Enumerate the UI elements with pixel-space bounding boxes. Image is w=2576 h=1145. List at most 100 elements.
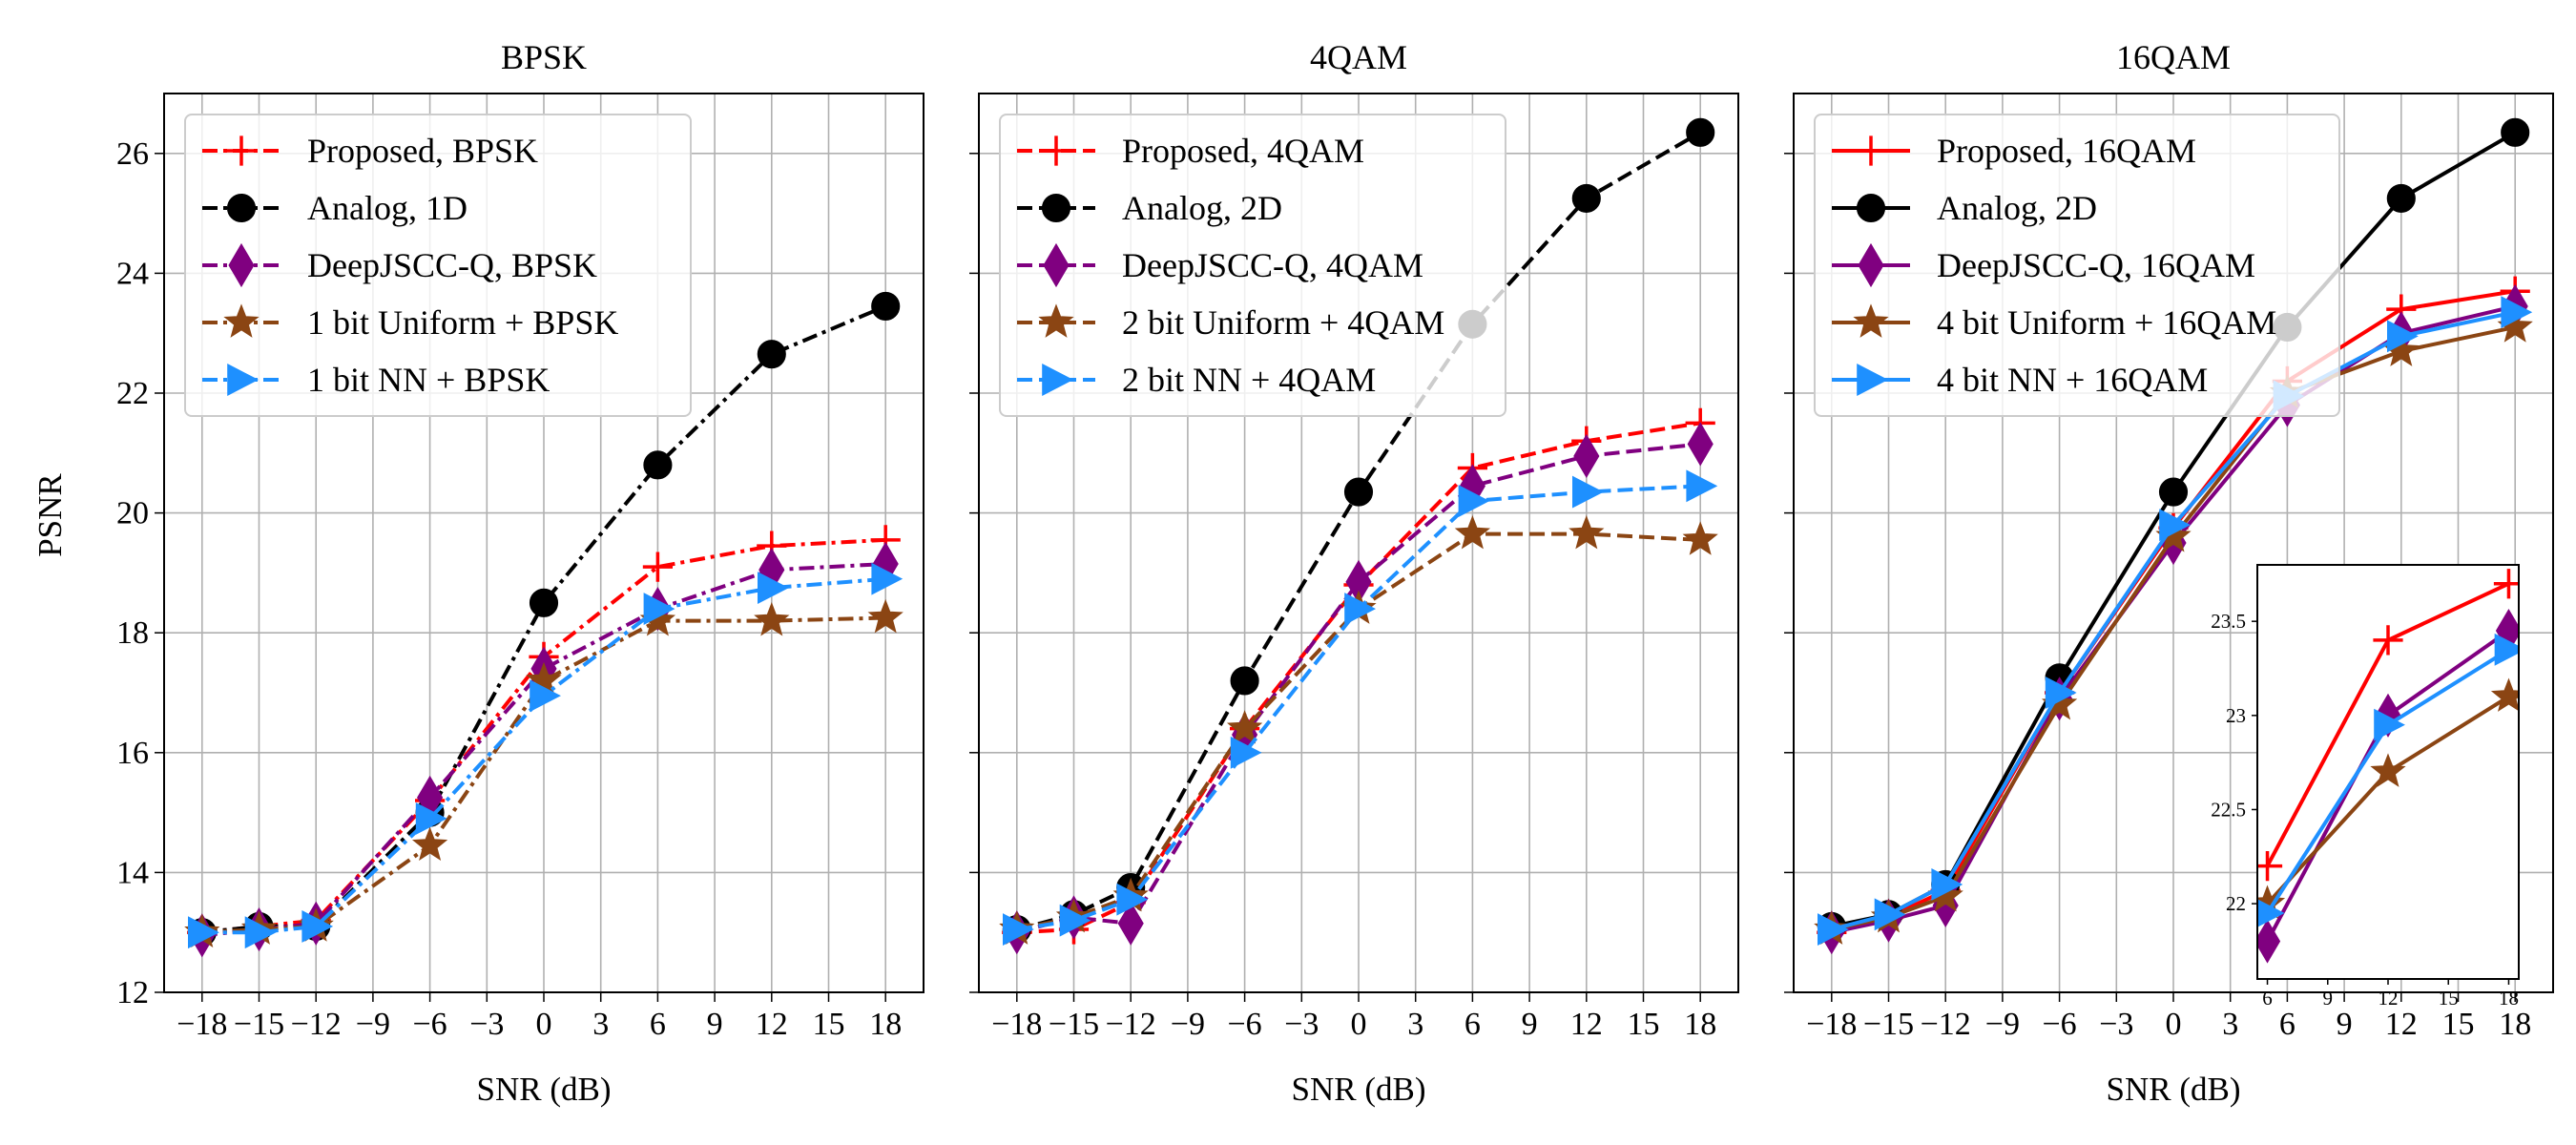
legend-marker [1856,135,1886,166]
x-tick-label: 6 [650,1007,666,1042]
legend-label: 2 bit NN + 4QAM [1122,361,1376,399]
data-point [2501,117,2530,147]
series-group [1814,117,2533,955]
y-tick-label: 12 [116,975,149,1010]
x-tick-label: 3 [2222,1007,2238,1042]
data-point [754,602,790,636]
data-point [871,291,901,322]
data-point [2386,183,2416,213]
legend-label: 1 bit Uniform + BPSK [307,303,618,342]
x-tick-label: −18 [991,1007,1042,1042]
panel-title: 4QAM [1310,38,1407,76]
legend-marker [1042,364,1073,396]
x-tick-label: 6 [2279,1007,2296,1042]
inset-series-3 [2257,633,2519,927]
data-point [1931,868,1963,901]
data-point [1343,477,1374,507]
legend-marker [1853,303,1889,338]
data-point [871,562,904,595]
inset: 6 9 12 15 18 22 22.5 23 23.5 [2211,564,2520,1010]
legend-label: Analog, 1D [307,189,467,227]
x-axis-label: SNR (dB) [2107,1071,2241,1108]
series-line [1831,310,2516,932]
data-point [530,679,561,713]
inset-y-tick-label: 22 [2226,892,2246,915]
x-tick-label: −15 [1049,1007,1099,1042]
y-tick-label: 16 [116,736,149,771]
data-point [1117,901,1144,946]
x-tick-label: −12 [1106,1007,1156,1042]
inset-data-point [2257,919,2281,964]
x-tick-label: −6 [2043,1007,2077,1042]
data-point [2159,509,2191,542]
legend-marker [226,135,257,166]
series-group [184,291,904,958]
data-point [1682,521,1718,555]
x-tick-label: −3 [1284,1007,1319,1042]
data-point [1003,913,1034,947]
inset-x-tick-label: 9 [2323,987,2334,1010]
legend-label: Proposed, BPSK [307,132,538,170]
data-point [1687,422,1714,467]
data-point [1230,736,1262,769]
data-point [1874,898,1906,931]
x-tick-label: 12 [1570,1007,1603,1042]
series-4 [1003,469,1718,947]
legend-box [999,114,1506,417]
x-tick-label: −12 [291,1007,342,1042]
x-tick-label: −18 [177,1007,227,1042]
panel-bpsk: −18 −15 −12 −9 −6 −3 0 3 6 9 12 15 18 12 14 16 18 20 22 24 2… [116,38,924,1108]
legend-label: DeepJSCC-Q, BPSK [307,246,597,284]
x-tick-label: −3 [469,1007,504,1042]
x-tick-label: 3 [592,1007,609,1042]
inset-data-point [2490,677,2519,712]
data-point [643,593,675,626]
panel-4qam: −18 −15 −12 −9 −6 −3 0 3 6 9 12 15 18 Proposed, 4QAM A… [969,38,1739,1108]
x-tick-label: 18 [1684,1007,1716,1042]
x-tick-label: 9 [1522,1007,1538,1042]
x-tick-label: 12 [756,1007,788,1042]
legend-marker [1857,364,1888,396]
legend: Proposed, 16QAM Analog, 2D DeepJSCC-Q, 16Q… [1814,114,2340,417]
data-point [1686,117,1715,147]
legend-marker [228,242,255,288]
y-tick-label: 26 [116,136,149,172]
data-point [1454,515,1491,550]
data-point [1572,475,1604,509]
x-tick-label: −15 [234,1007,284,1042]
legend: Proposed, 4QAM Analog, 2D DeepJSCC-Q, 4QAM… [999,114,1506,417]
data-point [867,598,904,634]
legend-marker [1858,242,1884,288]
panel-title: BPSK [501,38,587,76]
data-point [529,588,559,617]
inset-x-tick-label: 15 [2439,987,2459,1010]
data-point [1226,710,1263,744]
inset-x-tick-label: 12 [2379,987,2399,1010]
legend: Proposed, BPSK Analog, 1D DeepJSCC-Q, BPSK… [184,114,692,417]
inset-data-point [2374,708,2405,741]
panel-16qam: −18 −15 −12 −9 −6 −3 0 3 6 9 12 15 18 Proposed, 16QAM… [1784,38,2554,1108]
data-point [244,916,277,949]
data-point [1571,183,1601,213]
inset-data-point [2373,625,2403,656]
inset-series-group [2257,569,2519,964]
x-tick-label: −6 [413,1007,447,1042]
data-point [188,916,219,949]
data-point [301,909,334,943]
x-tick-label: −12 [1921,1007,1971,1042]
legend-label: 4 bit NN + 16QAM [1937,361,2208,399]
inset-x-tick-label: 18 [2499,987,2519,1010]
legend-marker [1038,303,1074,338]
inset-y-tick-label: 23.5 [2211,610,2246,633]
x-axis-label: SNR (dB) [1292,1071,1426,1108]
data-point [2501,296,2533,329]
legend-marker [223,303,260,338]
x-tick-label: −9 [1171,1007,1205,1042]
axes-frame [978,93,1739,993]
legend-marker [1041,135,1071,166]
axes-frame [1793,93,2554,993]
x-tick-label: 15 [2442,1007,2475,1042]
legend-box [1814,114,2340,417]
axes-frame [163,93,924,993]
